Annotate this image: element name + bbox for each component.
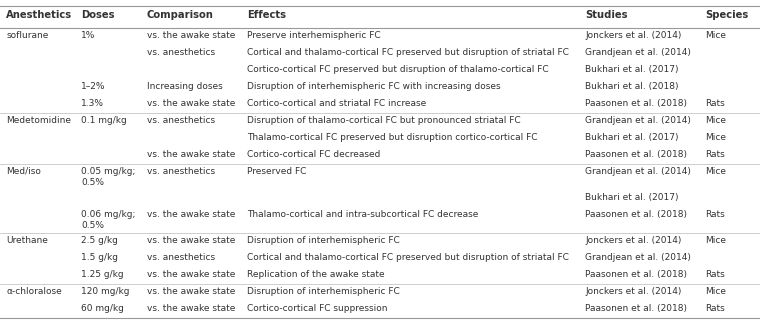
Text: Cortical and thalamo-cortical FC preserved but disruption of striatal FC: Cortical and thalamo-cortical FC preserv… [247,48,569,57]
Text: Preserve interhemispheric FC: Preserve interhemispheric FC [247,31,381,40]
Text: Doses: Doses [81,10,115,20]
Text: Cortico-cortical FC decreased: Cortico-cortical FC decreased [247,150,380,159]
Text: Grandjean et al. (2014): Grandjean et al. (2014) [585,48,691,57]
Text: Mice: Mice [705,236,727,245]
Text: Mice: Mice [705,31,727,40]
Text: Disruption of interhemispheric FC: Disruption of interhemispheric FC [247,236,400,245]
Text: Rats: Rats [705,304,725,313]
Text: vs. anesthetics: vs. anesthetics [147,253,215,262]
Text: vs. the awake state: vs. the awake state [147,304,235,313]
Text: Preserved FC: Preserved FC [247,167,306,176]
Text: Bukhari et al. (2017): Bukhari et al. (2017) [585,65,679,74]
Text: vs. anesthetics: vs. anesthetics [147,116,215,125]
Text: Replication of the awake state: Replication of the awake state [247,270,385,279]
Text: Mice: Mice [705,167,727,176]
Text: Disruption of interhemispheric FC with increasing doses: Disruption of interhemispheric FC with i… [247,82,501,91]
Text: Species: Species [705,10,749,20]
Text: vs. the awake state: vs. the awake state [147,99,235,108]
Text: Paasonen et al. (2018): Paasonen et al. (2018) [585,270,687,279]
Text: Rats: Rats [705,270,725,279]
Text: Paasonen et al. (2018): Paasonen et al. (2018) [585,304,687,313]
Text: Grandjean et al. (2014): Grandjean et al. (2014) [585,253,691,262]
Text: Cortico-cortical FC preserved but disruption of thalamo-cortical FC: Cortico-cortical FC preserved but disrup… [247,65,549,74]
Text: Effects: Effects [247,10,286,20]
Text: 60 mg/kg: 60 mg/kg [81,304,124,313]
Text: Mice: Mice [705,133,727,142]
Text: 1.25 g/kg: 1.25 g/kg [81,270,124,279]
Text: Rats: Rats [705,99,725,108]
Text: 1.3%: 1.3% [81,99,104,108]
Text: 0.05 mg/kg;
0.5%: 0.05 mg/kg; 0.5% [81,167,136,187]
Text: vs. the awake state: vs. the awake state [147,31,235,40]
Text: vs. the awake state: vs. the awake state [147,287,235,296]
Text: Paasonen et al. (2018): Paasonen et al. (2018) [585,99,687,108]
Text: Rats: Rats [705,150,725,159]
Text: Studies: Studies [585,10,628,20]
Text: vs. anesthetics: vs. anesthetics [147,167,215,176]
Text: Jonckers et al. (2014): Jonckers et al. (2014) [585,287,682,296]
Text: Med/iso: Med/iso [6,167,41,176]
Text: Grandjean et al. (2014): Grandjean et al. (2014) [585,116,691,125]
Text: Cortical and thalamo-cortical FC preserved but disruption of striatal FC: Cortical and thalamo-cortical FC preserv… [247,253,569,262]
Text: Cortico-cortical and striatal FC increase: Cortico-cortical and striatal FC increas… [247,99,426,108]
Text: vs. anesthetics: vs. anesthetics [147,48,215,57]
Text: 120 mg/kg: 120 mg/kg [81,287,130,296]
Text: vs. the awake state: vs. the awake state [147,210,235,219]
Text: 2.5 g/kg: 2.5 g/kg [81,236,119,245]
Text: Thalamo-cortical and intra-subcortical FC decrease: Thalamo-cortical and intra-subcortical F… [247,210,478,219]
Text: Paasonen et al. (2018): Paasonen et al. (2018) [585,210,687,219]
Text: soflurane: soflurane [6,31,49,40]
Text: Comparison: Comparison [147,10,214,20]
Text: 1–2%: 1–2% [81,82,106,91]
Text: vs. the awake state: vs. the awake state [147,236,235,245]
Text: Bukhari et al. (2017): Bukhari et al. (2017) [585,133,679,142]
Text: Jonckers et al. (2014): Jonckers et al. (2014) [585,31,682,40]
Text: Bukhari et al. (2018): Bukhari et al. (2018) [585,82,679,91]
Text: Anesthetics: Anesthetics [6,10,72,20]
Text: Jonckers et al. (2014): Jonckers et al. (2014) [585,236,682,245]
Text: Increasing doses: Increasing doses [147,82,223,91]
Text: Bukhari et al. (2017): Bukhari et al. (2017) [585,193,679,202]
Text: α-chloralose: α-chloralose [6,287,62,296]
Text: Grandjean et al. (2014): Grandjean et al. (2014) [585,167,691,176]
Text: Thalamo-cortical FC preserved but disruption cortico-cortical FC: Thalamo-cortical FC preserved but disrup… [247,133,537,142]
Text: Mice: Mice [705,116,727,125]
Text: 0.06 mg/kg;
0.5%: 0.06 mg/kg; 0.5% [81,210,136,230]
Text: Disruption of thalamo-cortical FC but pronounced striatal FC: Disruption of thalamo-cortical FC but pr… [247,116,521,125]
Text: Medetomidine: Medetomidine [6,116,71,125]
Text: 1.5 g/kg: 1.5 g/kg [81,253,119,262]
Text: Paasonen et al. (2018): Paasonen et al. (2018) [585,150,687,159]
Text: Rats: Rats [705,210,725,219]
Text: Urethane: Urethane [6,236,48,245]
Text: Mice: Mice [705,287,727,296]
Text: 1%: 1% [81,31,96,40]
Text: Cortico-cortical FC suppression: Cortico-cortical FC suppression [247,304,388,313]
Text: 0.1 mg/kg: 0.1 mg/kg [81,116,127,125]
Text: vs. the awake state: vs. the awake state [147,270,235,279]
Text: vs. the awake state: vs. the awake state [147,150,235,159]
Text: Disruption of interhemispheric FC: Disruption of interhemispheric FC [247,287,400,296]
